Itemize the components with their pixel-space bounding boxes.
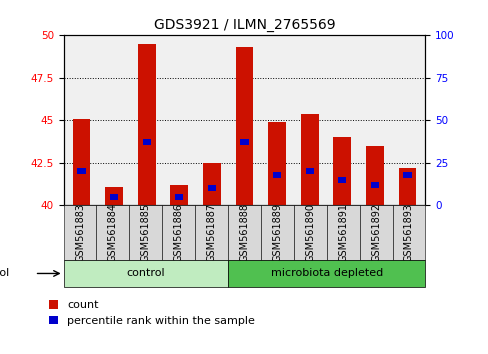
FancyBboxPatch shape xyxy=(96,205,129,260)
Bar xyxy=(272,172,281,178)
Bar xyxy=(105,187,123,205)
Bar xyxy=(403,172,411,178)
Text: GSM561889: GSM561889 xyxy=(272,203,282,262)
Text: GSM561888: GSM561888 xyxy=(239,203,249,262)
Bar xyxy=(77,169,85,174)
Bar xyxy=(110,194,118,200)
Text: GSM561893: GSM561893 xyxy=(403,203,413,262)
Text: GSM561883: GSM561883 xyxy=(75,203,85,262)
Text: GSM561887: GSM561887 xyxy=(206,203,216,262)
Text: microbiota depleted: microbiota depleted xyxy=(270,268,382,279)
FancyBboxPatch shape xyxy=(195,205,227,260)
FancyBboxPatch shape xyxy=(261,205,293,260)
Bar xyxy=(175,194,183,200)
Bar xyxy=(333,137,350,205)
Bar xyxy=(365,146,383,205)
FancyBboxPatch shape xyxy=(129,205,162,260)
Text: protocol: protocol xyxy=(0,268,9,279)
Text: control: control xyxy=(126,268,165,279)
FancyBboxPatch shape xyxy=(326,205,359,260)
Bar xyxy=(267,122,285,205)
Bar xyxy=(207,185,216,191)
Bar xyxy=(142,139,150,145)
FancyBboxPatch shape xyxy=(162,205,195,260)
Bar xyxy=(370,182,378,188)
Bar xyxy=(203,163,221,205)
Bar xyxy=(305,169,313,174)
FancyBboxPatch shape xyxy=(63,260,227,287)
Text: GSM561886: GSM561886 xyxy=(173,203,183,262)
Bar xyxy=(72,119,90,205)
Text: GSM561884: GSM561884 xyxy=(108,203,118,262)
Bar xyxy=(138,44,155,205)
Bar xyxy=(240,139,248,145)
FancyBboxPatch shape xyxy=(227,205,261,260)
Title: GDS3921 / ILMN_2765569: GDS3921 / ILMN_2765569 xyxy=(153,18,335,32)
Bar xyxy=(398,168,416,205)
Bar xyxy=(300,114,318,205)
Text: GSM561891: GSM561891 xyxy=(338,203,347,262)
Bar xyxy=(338,177,346,183)
Bar xyxy=(170,185,188,205)
FancyBboxPatch shape xyxy=(359,205,392,260)
Text: GSM561885: GSM561885 xyxy=(141,203,150,262)
FancyBboxPatch shape xyxy=(227,260,425,287)
Bar xyxy=(235,47,253,205)
Text: GSM561892: GSM561892 xyxy=(370,203,380,262)
FancyBboxPatch shape xyxy=(293,205,326,260)
Legend: count, percentile rank within the sample: count, percentile rank within the sample xyxy=(44,296,259,331)
FancyBboxPatch shape xyxy=(392,205,425,260)
Text: GSM561890: GSM561890 xyxy=(305,203,315,262)
FancyBboxPatch shape xyxy=(63,205,96,260)
